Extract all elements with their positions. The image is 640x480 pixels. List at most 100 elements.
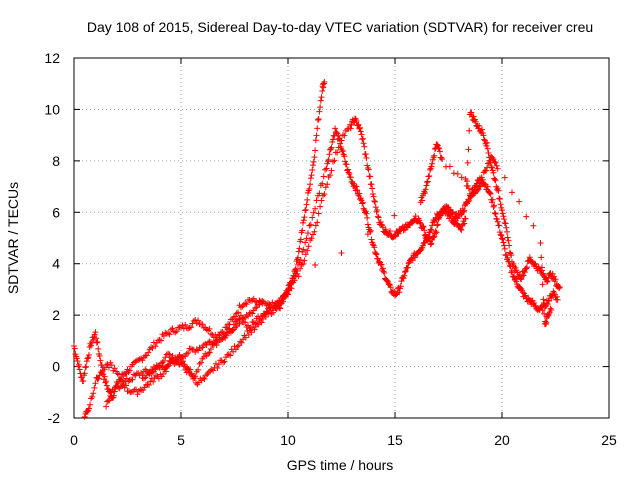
data-point: [156, 336, 163, 343]
data-point: [115, 371, 122, 378]
data-point: [262, 313, 269, 320]
data-point: [475, 186, 482, 193]
data-point: [242, 334, 249, 341]
data-point: [187, 371, 194, 378]
data-point: [315, 210, 322, 217]
x-tick-labels: 0 5 10 15 20 25: [70, 432, 617, 448]
data-point: [75, 363, 82, 370]
data-point: [486, 159, 493, 166]
data-point: [369, 241, 376, 248]
data-point: [87, 401, 94, 408]
data-point: [162, 329, 169, 336]
data-point: [208, 366, 215, 373]
data-point: [485, 160, 492, 167]
data-point: [252, 305, 259, 312]
data-point: [91, 384, 98, 391]
data-point: [248, 329, 255, 336]
data-point: [462, 176, 469, 183]
data-point: [288, 285, 295, 292]
data-point: [487, 190, 494, 197]
data-point: [386, 281, 393, 288]
data-point: [501, 216, 508, 223]
data-point: [308, 235, 315, 242]
data-point: [468, 109, 475, 116]
data-point: [234, 343, 241, 350]
data-point: [235, 342, 242, 349]
data-point: [291, 277, 298, 284]
data-point: [187, 324, 194, 331]
data-point: [411, 254, 418, 261]
data-point: [265, 300, 272, 307]
data-point: [304, 230, 311, 237]
data-point: [352, 187, 359, 194]
data-point: [200, 353, 207, 360]
data-point: [426, 166, 433, 173]
data-point: [438, 154, 445, 161]
data-point: [81, 413, 88, 420]
data-point: [251, 326, 258, 333]
data-point: [135, 388, 142, 395]
data-point: [315, 115, 322, 122]
data-point: [372, 204, 379, 211]
data-point: [304, 247, 311, 254]
data-point: [306, 185, 313, 192]
data-point: [250, 319, 257, 326]
data-point: [277, 301, 284, 308]
data-point: [434, 221, 441, 228]
data-point: [310, 158, 317, 165]
data-point: [134, 391, 141, 398]
data-point: [434, 141, 441, 148]
data-point: [166, 351, 173, 358]
data-point: [520, 272, 527, 279]
data-point: [365, 166, 372, 173]
data-point: [347, 174, 354, 181]
data-point: [436, 145, 443, 152]
data-point: [275, 302, 282, 309]
data-point: [84, 355, 91, 362]
data-point: [357, 196, 364, 203]
data-point: [101, 373, 108, 380]
data-point: [378, 261, 385, 268]
data-point: [332, 125, 339, 132]
data-point: [306, 222, 313, 229]
data-point: [213, 342, 220, 349]
data-point: [395, 230, 402, 237]
data-point: [202, 372, 209, 379]
data-point: [429, 236, 436, 243]
data-point: [316, 190, 323, 197]
data-point: [149, 368, 156, 375]
data-point: [95, 345, 102, 352]
data-point: [436, 148, 443, 155]
data-point: [308, 172, 315, 179]
data-point: [333, 129, 340, 136]
data-point: [256, 301, 263, 308]
data-point: [165, 330, 172, 337]
data-point: [180, 363, 187, 370]
data-point: [353, 117, 360, 124]
data-point: [103, 378, 110, 385]
data-point: [195, 347, 202, 354]
data-point: [363, 210, 370, 217]
data-point: [215, 361, 222, 368]
data-point: [391, 212, 398, 219]
data-point: [214, 365, 221, 372]
data-point: [401, 272, 408, 279]
data-point: [420, 223, 427, 230]
data-point: [331, 157, 338, 164]
data-point: [450, 170, 457, 177]
data-point: [422, 186, 429, 193]
data-point: [205, 369, 212, 376]
data-point: [465, 146, 472, 153]
data-point: [401, 268, 408, 275]
data-point: [322, 184, 329, 191]
data-point: [182, 321, 189, 328]
data-point: [538, 264, 545, 271]
data-point: [367, 227, 374, 234]
data-point: [316, 108, 323, 115]
data-point: [492, 159, 499, 166]
data-point: [114, 370, 121, 377]
data-point: [486, 189, 493, 196]
data-point: [339, 131, 346, 138]
data-point: [430, 234, 437, 241]
y-tick-label: 10: [44, 101, 60, 117]
